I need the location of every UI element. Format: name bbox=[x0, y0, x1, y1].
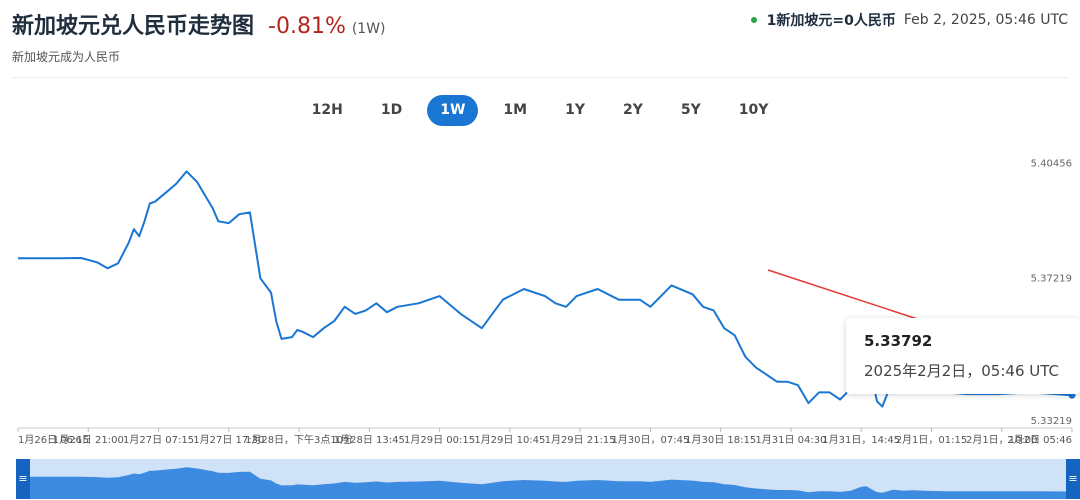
x-tick-label: 1月26日 06:15 bbox=[18, 434, 89, 446]
period-tabs: 12H 1D 1W 1M 1Y 2Y 5Y 10Y bbox=[0, 95, 1080, 126]
x-tick-label: 1月26日 21:00 bbox=[53, 434, 124, 446]
x-tick-label: 1月27日 07:15 bbox=[123, 434, 194, 446]
exchange-rate: 1新加坡元=0人民币 bbox=[766, 13, 896, 29]
live-dot-icon bbox=[750, 17, 757, 23]
x-tick-label: 1月30日 18:15 bbox=[685, 434, 756, 446]
x-tick-label: 2月1日，10:00 bbox=[966, 434, 1038, 446]
tab-5y[interactable]: 5Y bbox=[680, 102, 701, 118]
tab-12h[interactable]: 12H bbox=[311, 102, 343, 118]
y-axis-ticks: 5.40456 5.37219 5.33219 bbox=[1031, 158, 1072, 427]
x-tick-label: 1月31日 04:30 bbox=[755, 434, 826, 446]
rate-timestamp: Feb 2, 2025, 05:46 UTC bbox=[903, 12, 1068, 28]
tab-1m[interactable]: 1M bbox=[503, 102, 528, 118]
x-tick-label: 1月30日，07:45 bbox=[611, 434, 689, 446]
x-tick-label: 2月2日 05:46 bbox=[1007, 434, 1072, 446]
y-tick-label: 5.40456 bbox=[1031, 158, 1072, 169]
x-tick-label: 1月31日，14:45 bbox=[822, 434, 900, 446]
tab-10y[interactable]: 10Y bbox=[738, 102, 769, 118]
rate-info: 1新加坡元=0人民币 Feb 2, 2025, 05:46 UTC bbox=[750, 10, 1068, 30]
tab-1w[interactable]: 1W bbox=[427, 95, 479, 126]
x-tick-label: 1月27日 17:30 bbox=[193, 434, 264, 446]
tab-1d[interactable]: 1D bbox=[380, 102, 403, 118]
page-subtitle: 新加坡元成为人民币 bbox=[12, 50, 121, 64]
x-tick-label: 2月1日，01:15 bbox=[896, 434, 968, 446]
x-tick-label: 1月28日，下午3点10分 bbox=[245, 433, 353, 446]
tooltip-value: 5.33792 bbox=[864, 332, 933, 350]
navigator-right-handle[interactable]: ≡ bbox=[1066, 459, 1080, 499]
period-label: (1W) bbox=[351, 21, 386, 37]
range-navigator bbox=[18, 459, 1072, 499]
percent-change: -0.81% bbox=[268, 14, 346, 39]
x-tick-label: 1月28日 13:45 bbox=[334, 434, 405, 446]
header-divider bbox=[12, 77, 1068, 78]
page-title: 新加坡元兑人民币走势图 bbox=[12, 14, 255, 39]
tab-1y[interactable]: 1Y bbox=[565, 102, 585, 118]
tab-2y[interactable]: 2Y bbox=[622, 102, 643, 118]
navigator-area bbox=[18, 467, 1072, 499]
x-tick-label: 1月29日 10:45 bbox=[474, 434, 545, 446]
x-tick-label: 1月29日 00:15 bbox=[404, 434, 475, 446]
tooltip-time: 2025年2月2日，05:46 UTC bbox=[864, 362, 1059, 380]
y-tick-label: 5.37219 bbox=[1031, 274, 1072, 285]
x-tick-label: 1月29日 21:15 bbox=[545, 434, 616, 446]
chart-header: 新加坡元兑人民币走势图 -0.81% (1W) bbox=[12, 8, 386, 40]
navigator-left-handle[interactable]: ≡ bbox=[16, 459, 30, 499]
y-tick-label: 5.33219 bbox=[1031, 416, 1072, 427]
value-tooltip: 5.33792 2025年2月2日，05:46 UTC bbox=[846, 318, 1080, 394]
